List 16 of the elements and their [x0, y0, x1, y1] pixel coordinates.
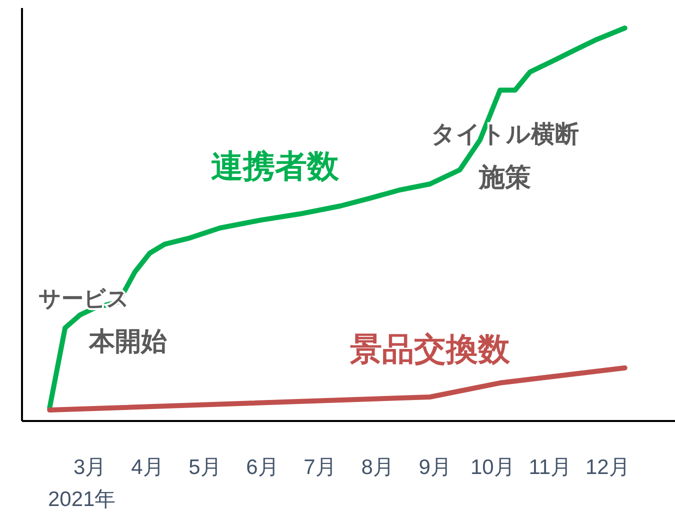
x-tick-label: 4月	[131, 456, 164, 479]
x-axis-title: 2021年	[48, 488, 116, 511]
annotation: タイトル横断	[431, 121, 579, 148]
annotation: 施策	[478, 162, 531, 192]
x-tick-label: 5月	[188, 456, 222, 479]
series-label: 連携者数	[211, 148, 340, 184]
x-tick-label: 11月	[528, 456, 572, 479]
series-label: 景品交換数	[349, 331, 511, 367]
x-tick-label: 6月	[246, 456, 279, 479]
annotation: 本開始	[88, 326, 167, 356]
x-tick-label: 10月	[470, 456, 515, 479]
x-tick-label: 12月	[586, 456, 630, 479]
x-tick-label: 8月	[361, 456, 394, 479]
x-tick-label: 7月	[304, 456, 336, 479]
x-tick-label: 3月	[74, 456, 106, 479]
x-tick-label: 9月	[418, 456, 452, 479]
